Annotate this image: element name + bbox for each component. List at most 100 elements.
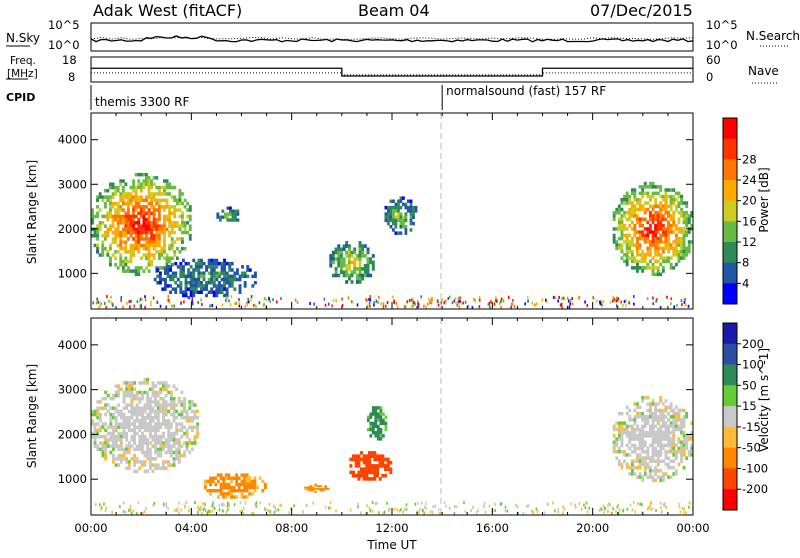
heatmap-cell-0 bbox=[130, 387, 134, 391]
heatmap-cell-5 bbox=[677, 415, 681, 419]
clutter-cell bbox=[416, 510, 418, 514]
heatmap-cell-2 bbox=[321, 489, 325, 492]
heatmap-cell-0 bbox=[150, 221, 154, 225]
heatmap-cell-0 bbox=[164, 406, 168, 410]
heatmap-cell-5 bbox=[641, 411, 645, 416]
heatmap-cell-0 bbox=[133, 434, 136, 439]
noise-sky-label: N.Sky bbox=[6, 31, 40, 45]
heatmap-cell-0 bbox=[133, 425, 136, 429]
heatmap-cell-5 bbox=[656, 440, 660, 444]
heatmap-cell-5 bbox=[656, 214, 660, 218]
heatmap-cell-5 bbox=[646, 446, 650, 451]
clutter-cell bbox=[357, 502, 359, 506]
heatmap-cell-5 bbox=[656, 443, 660, 448]
clutter-cell bbox=[583, 503, 585, 507]
heatmap-cell-1 bbox=[174, 281, 178, 285]
clutter-cell bbox=[239, 501, 242, 505]
heatmap-cell-0 bbox=[129, 192, 133, 196]
heatmap-cell-1 bbox=[179, 287, 183, 291]
heatmap-cell-1 bbox=[228, 277, 232, 282]
heatmap-cell-3 bbox=[347, 267, 351, 271]
heatmap-cell-2 bbox=[226, 215, 230, 219]
heatmap-cell-0 bbox=[101, 450, 105, 455]
heatmap-cell-4 bbox=[371, 421, 375, 426]
clutter-cell bbox=[622, 509, 624, 513]
heatmap-cell-3 bbox=[378, 454, 382, 458]
heatmap-cell-0 bbox=[156, 409, 160, 414]
heatmap-cell-0 bbox=[137, 266, 141, 270]
heatmap-cell-2 bbox=[314, 483, 317, 486]
heatmap-cell-0 bbox=[175, 428, 179, 433]
heatmap-cell-5 bbox=[615, 456, 619, 460]
heatmap-cell-5 bbox=[641, 256, 645, 260]
heatmap-cell-0 bbox=[163, 230, 166, 235]
heatmap-cell-0 bbox=[139, 237, 143, 241]
heatmap-cell-0 bbox=[173, 195, 177, 199]
heatmap-cell-0 bbox=[148, 466, 152, 470]
heatmap-cell-0 bbox=[163, 192, 166, 196]
clutter-cell bbox=[369, 304, 371, 308]
heatmap-cell-0 bbox=[129, 269, 133, 273]
heatmap-cell-5 bbox=[623, 214, 626, 218]
heatmap-cell-1 bbox=[189, 287, 193, 291]
heatmap-cell-2 bbox=[231, 215, 235, 219]
clutter-cell bbox=[366, 504, 368, 508]
heatmap-cell-2 bbox=[319, 485, 323, 487]
heatmap-cell-0 bbox=[117, 387, 121, 391]
heatmap-cell-0 bbox=[129, 221, 133, 225]
heatmap-cell-0 bbox=[124, 269, 128, 273]
heatmap-cell-0 bbox=[122, 419, 126, 423]
heatmap-cell-5 bbox=[646, 233, 650, 238]
heatmap-cell-0 bbox=[183, 227, 187, 232]
heatmap-cell-0 bbox=[150, 230, 154, 235]
heatmap-cell-5 bbox=[638, 220, 642, 225]
heatmap-cell-5 bbox=[659, 236, 663, 241]
heatmap-cell-0 bbox=[103, 195, 107, 199]
heatmap-cell-1 bbox=[209, 482, 212, 487]
heatmap-cell-0 bbox=[91, 419, 94, 423]
heatmap-cell-0 bbox=[143, 469, 147, 474]
colorbar-tick-label: -200 bbox=[742, 482, 768, 496]
heatmap-cell-3 bbox=[358, 267, 362, 271]
heatmap-cell-0 bbox=[109, 425, 113, 429]
heatmap-cell-5 bbox=[669, 408, 673, 413]
clutter-cell bbox=[535, 507, 538, 511]
heatmap-cell-5 bbox=[649, 475, 652, 479]
clutter-cell bbox=[129, 507, 132, 511]
heatmap-cell-0 bbox=[169, 450, 173, 455]
heatmap-cell-4 bbox=[399, 225, 403, 229]
heatmap-cell-3 bbox=[361, 276, 365, 281]
heatmap-cell-0 bbox=[122, 397, 126, 401]
heatmap-cell-0 bbox=[185, 434, 189, 439]
clutter-cell bbox=[628, 301, 630, 305]
heatmap-cell-5 bbox=[667, 456, 670, 460]
heatmap-cell-1 bbox=[223, 265, 226, 269]
heatmap-cell-0 bbox=[112, 416, 115, 420]
heatmap-cell-5 bbox=[682, 220, 686, 225]
heatmap-cell-5 bbox=[654, 459, 658, 463]
heatmap-cell-5 bbox=[659, 430, 663, 435]
heatmap-cell-0 bbox=[119, 412, 123, 417]
heatmap-cell-3 bbox=[365, 464, 369, 468]
heatmap-cell-4 bbox=[404, 231, 408, 235]
heatmap-cell-5 bbox=[636, 259, 639, 264]
heatmap-cell-5 bbox=[680, 198, 683, 202]
heatmap-cell-5 bbox=[661, 204, 665, 208]
clutter-cell bbox=[612, 507, 614, 511]
heatmap-cell-1 bbox=[156, 274, 160, 279]
heatmap-cell-5 bbox=[646, 236, 650, 241]
heatmap-cell-0 bbox=[157, 201, 161, 206]
heatmap-cell-0 bbox=[139, 205, 143, 209]
heatmap-cell-0 bbox=[137, 198, 141, 203]
heatmap-cell-0 bbox=[185, 419, 189, 423]
heatmap-cell-0 bbox=[152, 243, 156, 248]
heatmap-cell-5 bbox=[628, 194, 632, 199]
clutter-cell bbox=[441, 298, 444, 302]
clutter-cell bbox=[385, 304, 387, 308]
heatmap-cell-0 bbox=[104, 450, 108, 455]
heatmap-cell-0 bbox=[103, 230, 107, 235]
heatmap-cell-0 bbox=[188, 416, 192, 420]
heatmap-cell-4 bbox=[387, 221, 390, 226]
heatmap-cell-0 bbox=[143, 450, 147, 455]
heatmap-cell-0 bbox=[141, 444, 144, 448]
